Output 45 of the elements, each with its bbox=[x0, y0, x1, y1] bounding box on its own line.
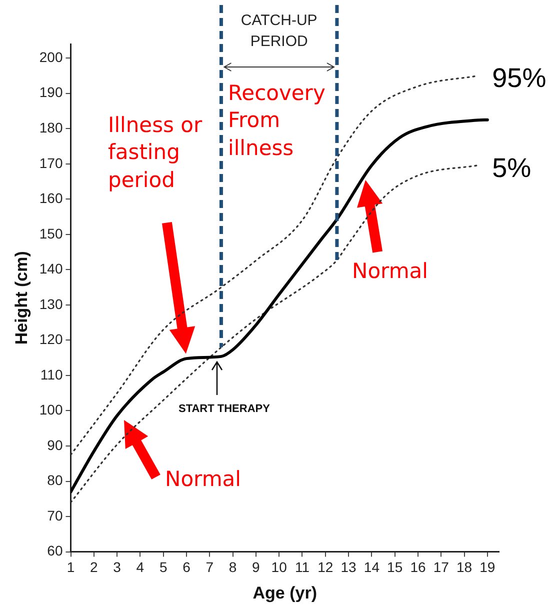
x-tick-label: 3 bbox=[113, 559, 122, 576]
y-tick-label: 160 bbox=[39, 190, 63, 206]
y-tick-label: 120 bbox=[39, 331, 63, 348]
x-tick-label: 14 bbox=[364, 559, 380, 576]
y-tick-label: 70 bbox=[47, 507, 63, 524]
annotation: Recovery From illness bbox=[228, 80, 326, 162]
y-axis-title: Height (cm) bbox=[12, 251, 31, 345]
x-tick-label: 17 bbox=[433, 559, 450, 576]
x-tick-label: 13 bbox=[340, 559, 357, 576]
x-tick-label: 7 bbox=[206, 559, 214, 576]
y-tick-label: 180 bbox=[39, 119, 63, 136]
x-tick-label: 10 bbox=[271, 559, 288, 576]
y-tick-label: 200 bbox=[39, 48, 63, 65]
y-tick-label: 90 bbox=[47, 436, 63, 453]
x-tick-label: 2 bbox=[90, 559, 98, 576]
y-tick-label: 80 bbox=[47, 472, 63, 488]
x-tick-label: 11 bbox=[294, 559, 310, 576]
y-tick-label: 190 bbox=[39, 84, 63, 100]
y-tick-label: 130 bbox=[39, 296, 63, 312]
x-tick-label: 6 bbox=[182, 559, 191, 576]
series-label: 95% bbox=[492, 63, 546, 94]
y-tick-label: 150 bbox=[39, 225, 63, 242]
x-axis-title: Age (yr) bbox=[252, 583, 317, 602]
series-label: 5% bbox=[492, 152, 532, 183]
y-tick-label: 60 bbox=[47, 542, 63, 559]
x-tick-label: 18 bbox=[456, 559, 472, 576]
x-tick-label: 15 bbox=[387, 559, 403, 576]
x-tick-label: 9 bbox=[252, 559, 260, 576]
x-tick-label: 1 bbox=[66, 559, 75, 576]
line-series bbox=[70, 164, 479, 504]
x-tick-label: 5 bbox=[159, 559, 168, 576]
annotation: Normal bbox=[165, 466, 242, 493]
y-tick-label: 140 bbox=[39, 260, 63, 277]
x-tick-label: 19 bbox=[480, 559, 496, 576]
y-tick-label: 110 bbox=[40, 366, 63, 382]
annotation: START THERAPY bbox=[177, 402, 271, 417]
y-tick-label: 100 bbox=[39, 402, 63, 418]
annotation: Normal bbox=[352, 258, 429, 285]
annotation: CATCH-UP PERIOD bbox=[240, 11, 318, 52]
annotation: Illness or fasting period bbox=[108, 112, 204, 194]
x-tick-label: 12 bbox=[318, 559, 334, 576]
x-tick-label: 4 bbox=[136, 559, 144, 576]
y-tick-label: 170 bbox=[39, 154, 63, 171]
x-tick-label: 16 bbox=[410, 559, 426, 576]
x-tick-label: 8 bbox=[228, 559, 237, 576]
